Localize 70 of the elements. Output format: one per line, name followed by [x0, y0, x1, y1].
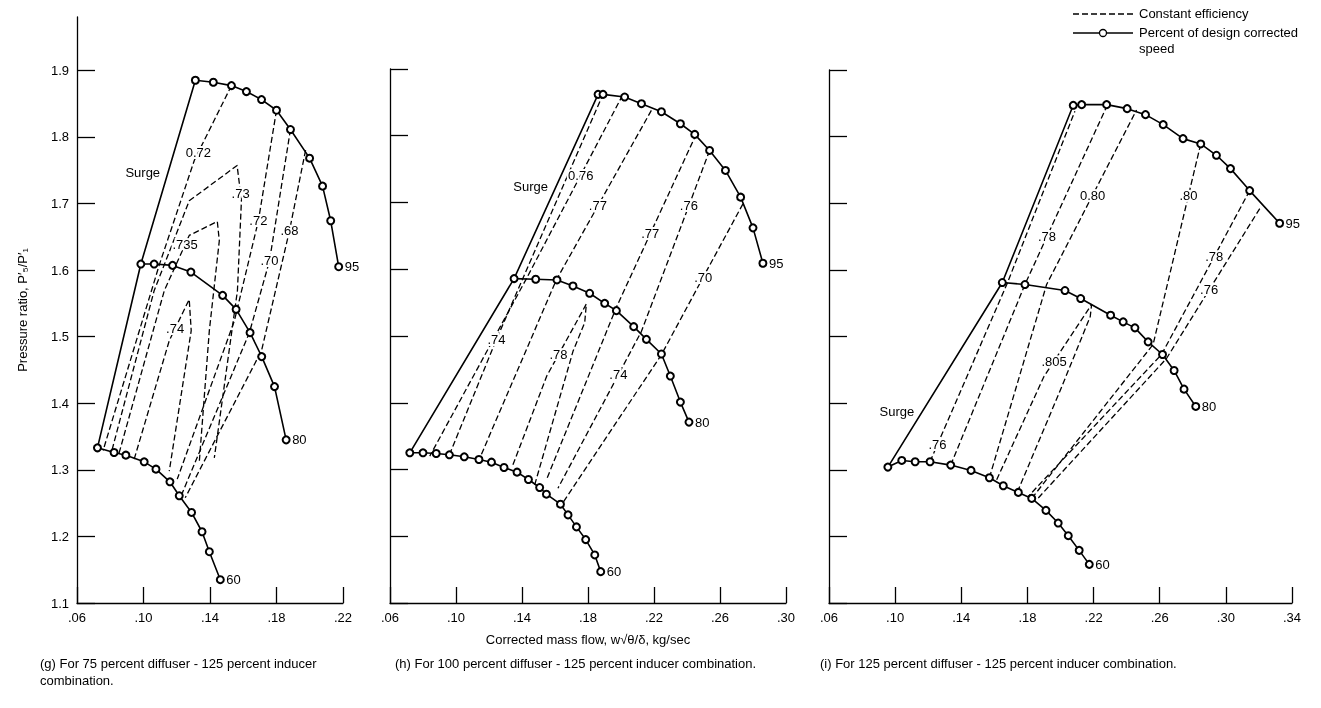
annotation: .77	[641, 226, 660, 242]
annotation: .78	[1205, 249, 1224, 265]
text: Percent of design corrected speed	[1139, 25, 1299, 57]
annotation: .80	[1179, 187, 1198, 203]
series-label: 60	[1095, 556, 1110, 572]
series-label: 80	[694, 414, 710, 430]
annotation: .78	[1037, 229, 1056, 245]
series-label: 95	[344, 259, 360, 275]
annotation: .735	[172, 237, 198, 253]
annotation: .72	[249, 213, 268, 229]
annotation: .68	[280, 223, 299, 239]
x-tick-label: .18	[267, 610, 286, 625]
annotation: .74	[487, 331, 506, 347]
x-tick-label: .30	[1216, 610, 1235, 625]
x-tick-label: .34	[1282, 610, 1302, 625]
series-label: 80	[292, 432, 307, 448]
x-tick-label: .06	[380, 610, 400, 625]
x-tick-label: .10	[446, 610, 466, 625]
y-tick-label: 1.6	[50, 262, 69, 278]
text: (i) For 125 percent diffuser - 125 percent inducer combination.	[820, 656, 1177, 671]
annotation: .76	[1200, 282, 1219, 298]
annotation: .70	[260, 253, 279, 269]
annotation: .76	[928, 436, 947, 452]
x-tick-label: .06	[819, 610, 839, 625]
y-tick-label: 1.2	[50, 528, 69, 544]
series-label: 95	[1285, 215, 1301, 231]
annotation: .805	[1041, 353, 1067, 369]
x-tick-label: .14	[952, 610, 971, 625]
annotation: .76	[679, 198, 698, 214]
annotation: 0.80	[1079, 187, 1106, 203]
x-tick-label: .22	[333, 610, 353, 625]
series-label: Surge	[879, 404, 915, 420]
annotation: .70	[694, 269, 713, 285]
series-label: 95	[768, 255, 784, 271]
x-tick-label: .26	[1150, 610, 1169, 625]
x-tick-label: .10	[886, 610, 905, 625]
x-tick-label: .18	[1018, 610, 1037, 625]
x-tick-label: .30	[776, 610, 796, 625]
annotation: .73	[231, 185, 250, 201]
x-tick-label: .10	[134, 610, 153, 625]
x-tick-label: .18	[578, 610, 598, 625]
y-tick-label: 1.4	[50, 395, 69, 411]
series-label: Surge	[513, 178, 549, 194]
annotation: .74	[166, 321, 185, 337]
text: Constant efficiency	[1139, 6, 1250, 22]
annotation: 0.76	[568, 167, 594, 183]
y-tick-label: 1.8	[50, 129, 69, 145]
x-tick-label: .22	[644, 610, 664, 625]
series-label: 60	[226, 572, 241, 588]
x-tick-label: .26	[710, 610, 730, 625]
y-tick-label: 1.5	[50, 329, 69, 345]
x-tick-label: .06	[67, 610, 87, 625]
x-tick-label: .22	[1084, 610, 1103, 625]
y-axis-title: Pressure ratio, P′₅/P′₁	[15, 247, 30, 372]
y-tick-label: 1.3	[50, 462, 69, 478]
series-label: Surge	[125, 164, 161, 180]
annotation: .74	[609, 367, 628, 383]
annotation: 0.72	[185, 144, 212, 160]
x-tick-label: .14	[200, 610, 220, 625]
series-label: 80	[1201, 398, 1217, 414]
text: (g) For 75 percent diffuser - 125 percent inducer combination.	[40, 656, 321, 688]
x-axis-title: Corrected mass flow, w√θ/δ, kg/sec	[485, 632, 691, 647]
text: (h) For 100 percent diffuser - 125 percent inducer combination.	[395, 656, 757, 671]
y-tick-label: 1.9	[50, 62, 69, 78]
annotation: .77	[588, 198, 607, 214]
y-tick-label: 1.1	[50, 595, 69, 611]
series-label: 60	[606, 564, 622, 580]
annotation: .78	[549, 347, 568, 363]
x-tick-label: .14	[512, 610, 532, 625]
y-tick-label: 1.7	[50, 195, 69, 211]
